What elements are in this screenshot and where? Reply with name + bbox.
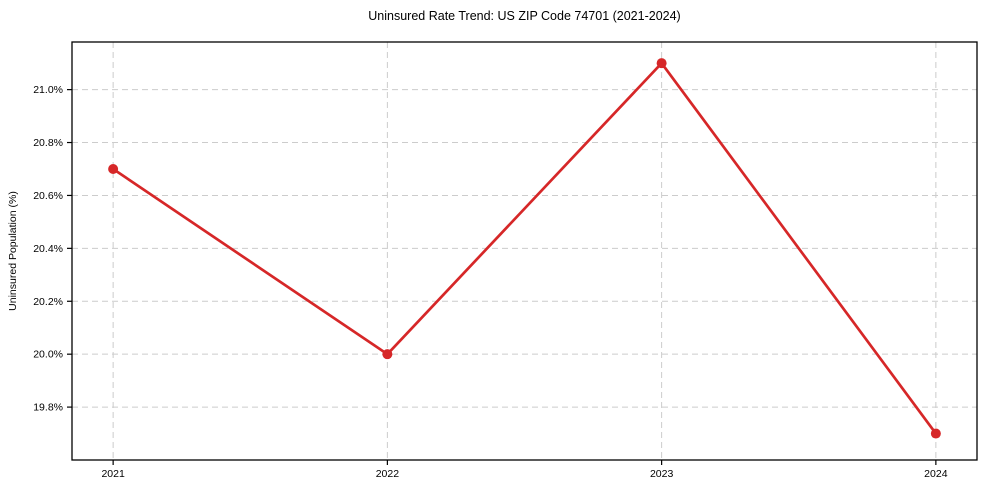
y-tick-label: 20.8% (33, 137, 63, 149)
data-point-marker (930, 428, 941, 439)
y-tick-label: 19.8% (33, 402, 63, 414)
x-tick-label: 2024 (924, 468, 948, 480)
y-tick-label: 20.6% (33, 190, 63, 202)
x-tick-label: 2022 (376, 468, 400, 480)
y-axis-label: Uninsured Population (%) (7, 191, 19, 311)
y-tick-label: 20.2% (33, 296, 63, 308)
plot-border (71, 41, 978, 461)
x-tick-label: 2023 (650, 468, 674, 480)
data-point-marker (108, 163, 119, 174)
y-tick-label: 21.0% (33, 84, 63, 96)
data-point-marker (656, 58, 667, 69)
y-tick-label: 20.0% (33, 349, 63, 361)
x-tick-label: 2021 (101, 468, 125, 480)
chart-title: Uninsured Rate Trend: US ZIP Code 74701 … (368, 9, 681, 23)
y-tick-label: 20.4% (33, 243, 63, 255)
data-point-marker (382, 349, 393, 360)
trend-line (111, 61, 938, 435)
